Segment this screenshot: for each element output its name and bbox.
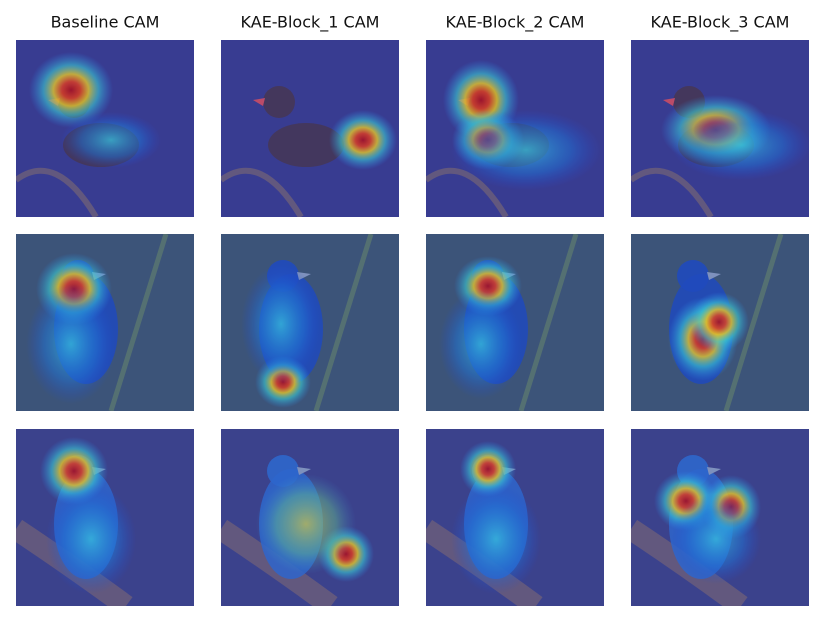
bird-body: [268, 123, 344, 167]
heat-blob: [451, 484, 541, 594]
heat-blob: [29, 52, 113, 128]
column-title: KAE-Block_1 CAM: [241, 13, 380, 33]
cam-panel: [426, 40, 604, 217]
cam-panel: [426, 234, 604, 411]
cam-panel: [426, 429, 604, 606]
panel-content: [631, 429, 809, 606]
heat-blob: [439, 289, 523, 399]
heat-blob: [329, 110, 397, 170]
heat-blob: [241, 264, 321, 384]
panel-content: [426, 40, 604, 217]
panel-tint: [16, 40, 194, 217]
heat-blob: [671, 494, 761, 584]
column-title: Baseline CAM: [51, 13, 160, 32]
cam-panel: [631, 40, 809, 217]
panel-content: [16, 40, 194, 217]
bird-beak: [663, 98, 675, 106]
panel-content: [221, 429, 399, 606]
panel-tint: [426, 234, 604, 411]
branch: [313, 234, 374, 411]
bird-head: [677, 260, 709, 292]
panel-tint: [221, 429, 399, 606]
panel-content: [221, 234, 399, 411]
panel-content: [426, 429, 604, 606]
heat-blob: [61, 112, 161, 168]
panel-tint: [631, 234, 809, 411]
panel-tint: [16, 429, 194, 606]
panel-content: [426, 234, 604, 411]
branch: [426, 167, 509, 217]
cam-panel: [16, 40, 194, 217]
heat-blob: [46, 484, 136, 594]
cam-panel: [221, 429, 399, 606]
branch: [108, 234, 169, 411]
cam-panel: [16, 234, 194, 411]
panel-content: [631, 234, 809, 411]
panel-tint: [426, 429, 604, 606]
cam-panel: [221, 234, 399, 411]
panel-tint: [631, 429, 809, 606]
branch: [221, 167, 304, 217]
panel-tint: [426, 40, 604, 217]
panel-tint: [221, 234, 399, 411]
bird-beak: [253, 98, 265, 106]
branch: [631, 167, 714, 217]
heat-blob: [26, 284, 116, 404]
panel-tint: [221, 40, 399, 217]
bird-beak: [297, 467, 311, 475]
column-title: KAE-Block_3 CAM: [651, 13, 790, 33]
heat-blob: [451, 110, 601, 190]
cam-panel: [631, 429, 809, 606]
bird-beak: [707, 467, 721, 475]
panel-tint: [16, 234, 194, 411]
panel-content: [221, 40, 399, 217]
cam-panel: [16, 429, 194, 606]
panel-content: [16, 429, 194, 606]
branch: [16, 167, 99, 217]
cam-panel: [221, 40, 399, 217]
branch: [518, 234, 579, 411]
bird-head: [263, 86, 295, 118]
column-title: KAE-Block_2 CAM: [446, 13, 585, 33]
panel-tint: [631, 40, 809, 217]
cam-panel: [631, 234, 809, 411]
heat-blob: [671, 110, 809, 180]
heat-blob: [689, 292, 749, 352]
branch: [723, 234, 784, 411]
heat-blob: [256, 474, 356, 574]
panel-content: [631, 40, 809, 217]
panel-content: [16, 234, 194, 411]
bird-beak: [707, 272, 721, 280]
heat-blob: [460, 441, 516, 497]
